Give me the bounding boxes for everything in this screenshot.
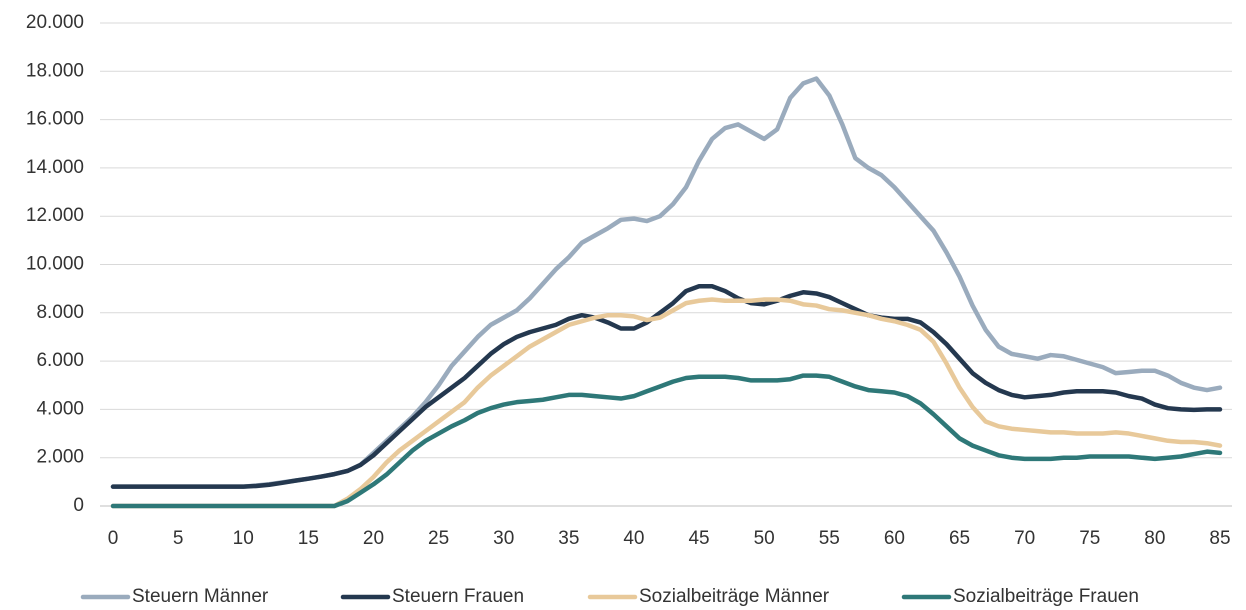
x-tick-label: 60 — [884, 528, 905, 549]
y-tick-label: 20.000 — [26, 12, 84, 33]
y-tick-label: 18.000 — [26, 60, 84, 81]
series-line — [110, 76, 1223, 489]
x-tick-label: 65 — [949, 528, 970, 549]
series-line — [110, 283, 1223, 489]
legend-label: Sozialbeiträge Männer — [639, 586, 830, 607]
x-tick-label: 75 — [1079, 528, 1100, 549]
y-tick-label: 2.000 — [36, 447, 84, 468]
series-line — [110, 373, 1223, 509]
x-tick-label: 20 — [363, 528, 384, 549]
x-tick-label: 85 — [1209, 528, 1230, 549]
y-tick-label: 14.000 — [26, 157, 84, 178]
x-tick-label: 35 — [558, 528, 579, 549]
x-tick-label: 0 — [108, 528, 119, 549]
x-tick-label: 15 — [298, 528, 319, 549]
x-tick-label: 80 — [1144, 528, 1165, 549]
y-tick-label: 0 — [73, 495, 84, 516]
y-tick-label: 12.000 — [26, 205, 84, 226]
legend-label: Steuern Männer — [132, 586, 269, 607]
y-tick-label: 4.000 — [36, 398, 84, 419]
x-tick-label: 40 — [623, 528, 644, 549]
legend-label: Steuern Frauen — [392, 586, 524, 607]
y-tick-label: 8.000 — [36, 302, 84, 323]
x-tick-label: 30 — [493, 528, 514, 549]
series-line — [110, 297, 1223, 509]
x-tick-label: 10 — [233, 528, 254, 549]
legend-label: Sozialbeiträge Frauen — [953, 586, 1139, 607]
x-tick-label: 70 — [1014, 528, 1035, 549]
x-tick-label: 5 — [173, 528, 184, 549]
x-tick-label: 25 — [428, 528, 449, 549]
y-tick-label: 6.000 — [36, 350, 84, 371]
y-tick-label: 10.000 — [26, 254, 84, 275]
x-tick-label: 55 — [819, 528, 840, 549]
y-tick-label: 16.000 — [26, 109, 84, 130]
x-tick-label: 45 — [688, 528, 709, 549]
x-tick-label: 50 — [754, 528, 775, 549]
